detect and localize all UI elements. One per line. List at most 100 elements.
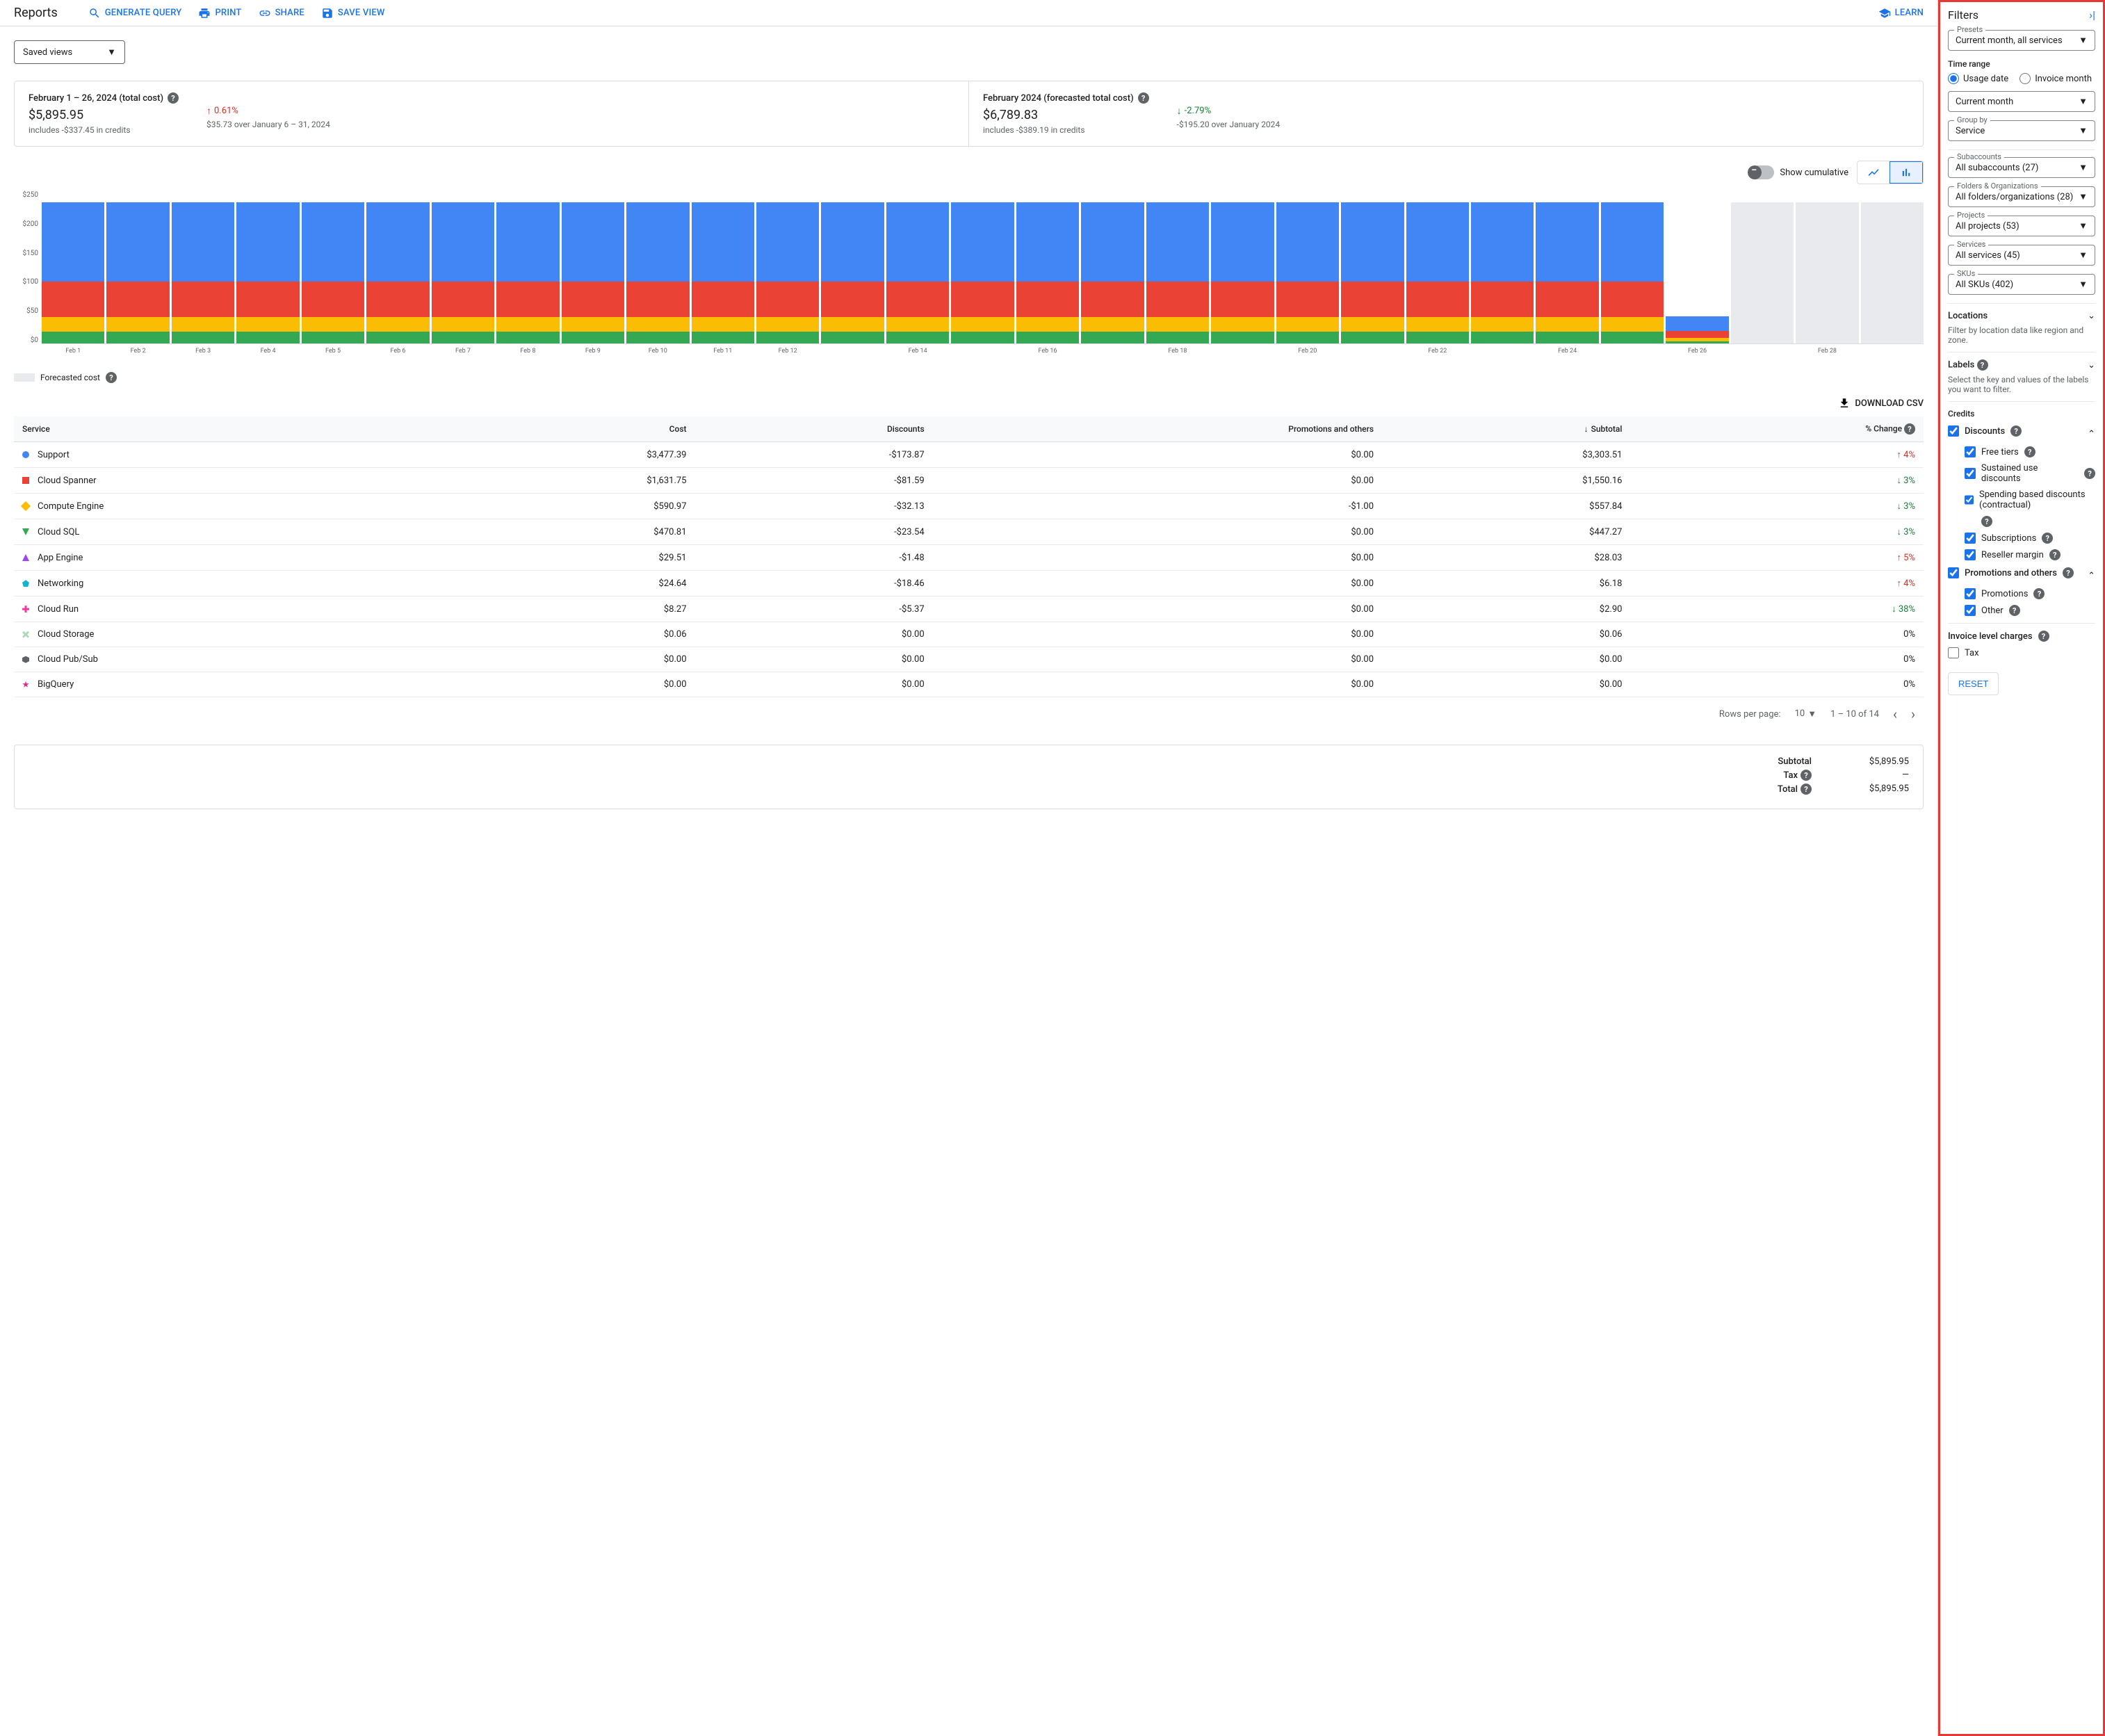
subscriptions-checkbox[interactable] (1965, 533, 1976, 544)
bar-group[interactable]: Feb 2 (106, 191, 169, 343)
bar-group[interactable] (1861, 191, 1924, 343)
discounts-checkbox[interactable] (1948, 425, 1959, 437)
table-header[interactable]: Service (14, 416, 446, 442)
bar-group[interactable] (1731, 191, 1794, 343)
promotions-section[interactable]: Promotions and others ? ⌃ (1948, 567, 2095, 584)
bar-group[interactable]: Feb 14 (886, 191, 949, 343)
help-icon[interactable]: ? (2009, 605, 2020, 616)
rows-per-page-select[interactable]: 10 ▼ (1795, 708, 1817, 720)
bar-group[interactable] (821, 191, 884, 343)
folders-select[interactable]: Folders & Organizations All folders/orga… (1948, 186, 2095, 207)
collapse-filters-icon[interactable]: ›| (2089, 8, 2095, 22)
bar-group[interactable]: Feb 3 (172, 191, 234, 343)
bar-group[interactable] (1341, 191, 1404, 343)
next-page-button[interactable]: › (1911, 706, 1915, 722)
table-row[interactable]: Cloud Storage$0.06$0.00$0.00$0.060% (14, 622, 1924, 647)
bar-group[interactable]: Feb 11 (692, 191, 754, 343)
bar-group[interactable] (1601, 191, 1664, 343)
help-icon[interactable]: ? (2049, 549, 2061, 560)
help-icon[interactable]: ? (1981, 516, 1992, 527)
bar-group[interactable]: Feb 28 (1796, 191, 1858, 343)
table-row[interactable]: Cloud Spanner$1,631.75-$81.59$0.00$1,550… (14, 468, 1924, 494)
bar-group[interactable]: Feb 12 (756, 191, 819, 343)
subaccounts-select[interactable]: Subaccounts All subaccounts (27)▼ (1948, 157, 2095, 178)
invoice-month-radio[interactable]: Invoice month (2019, 73, 2092, 84)
bar-group[interactable]: Feb 8 (496, 191, 559, 343)
discounts-section[interactable]: Discounts ? ⌃ (1948, 425, 2095, 442)
help-icon[interactable]: ? (2024, 446, 2035, 457)
table-row[interactable]: Cloud Run$8.27-$5.37$0.00$2.90↓ 38% (14, 597, 1924, 622)
table-row[interactable]: Cloud Pub/Sub$0.00$0.00$0.00$0.000% (14, 647, 1924, 672)
tax-checkbox[interactable] (1948, 647, 1959, 658)
help-icon[interactable]: ? (1801, 770, 1812, 781)
cumulative-toggle[interactable] (1749, 165, 1774, 179)
bar-group[interactable] (951, 191, 1014, 343)
share-button[interactable]: SHARE (259, 7, 304, 19)
bar-group[interactable]: Feb 7 (432, 191, 494, 343)
labels-section[interactable]: Labels ? ⌄ (1948, 359, 2095, 371)
line-chart-button[interactable] (1858, 161, 1889, 184)
bar-chart-button[interactable] (1889, 161, 1923, 184)
help-icon[interactable]: ? (2010, 425, 2022, 437)
help-icon[interactable]: ? (106, 372, 117, 383)
table-row[interactable]: Compute Engine$590.97-$32.13-$1.00$557.8… (14, 494, 1924, 519)
table-row[interactable]: Networking$24.64-$18.46$0.00$6.18↑ 4% (14, 571, 1924, 597)
reset-button[interactable]: RESET (1948, 672, 1999, 695)
usage-date-radio[interactable]: Usage date (1948, 73, 2008, 84)
table-header[interactable]: ↓Subtotal (1382, 416, 1630, 442)
bar-group[interactable]: Feb 1 (42, 191, 104, 343)
bar-group[interactable] (1471, 191, 1534, 343)
table-row[interactable]: BigQuery$0.00$0.00$0.00$0.000% (14, 672, 1924, 697)
help-icon[interactable]: ? (2042, 533, 2053, 544)
help-icon[interactable]: ? (1977, 359, 1988, 371)
bar-group[interactable]: Feb 20 (1276, 191, 1339, 343)
table-row[interactable]: Support$3,477.39-$173.87$0.00$3,303.51↑ … (14, 442, 1924, 468)
download-csv-button[interactable]: DOWNLOAD CSV (1838, 397, 1924, 409)
bar-group[interactable]: Feb 16 (1016, 191, 1079, 343)
help-icon[interactable]: ? (168, 92, 179, 104)
print-button[interactable]: PRINT (198, 7, 241, 19)
bar-group[interactable]: Feb 5 (302, 191, 364, 343)
save-view-button[interactable]: SAVE VIEW (321, 7, 385, 19)
bar-group[interactable]: Feb 24 (1536, 191, 1598, 343)
help-icon[interactable]: ? (2033, 588, 2045, 599)
table-header[interactable]: Cost (446, 416, 694, 442)
bar-group[interactable]: Feb 9 (562, 191, 624, 343)
bar-group[interactable] (1211, 191, 1274, 343)
help-icon[interactable]: ? (2084, 468, 2095, 479)
time-range-select[interactable]: Current month▼ (1948, 91, 2095, 112)
saved-views-dropdown[interactable]: Saved views ▼ (14, 40, 125, 64)
free-tiers-checkbox[interactable] (1965, 446, 1976, 457)
prev-page-button[interactable]: ‹ (1893, 706, 1897, 722)
bar-group[interactable] (1081, 191, 1144, 343)
help-icon[interactable]: ? (2063, 567, 2074, 578)
projects-select[interactable]: Projects All projects (53)▼ (1948, 216, 2095, 236)
bar-group[interactable]: Feb 22 (1406, 191, 1469, 343)
help-icon[interactable]: ? (1138, 92, 1149, 104)
sustained-checkbox[interactable] (1965, 468, 1976, 479)
help-icon[interactable]: ? (1904, 423, 1915, 435)
help-icon[interactable]: ? (2038, 631, 2049, 642)
bar-group[interactable]: Feb 4 (236, 191, 299, 343)
help-icon[interactable]: ? (1801, 784, 1812, 795)
table-row[interactable]: App Engine$29.51-$1.48$0.00$28.03↑ 5% (14, 545, 1924, 571)
table-header[interactable]: Promotions and others (933, 416, 1382, 442)
table-header[interactable]: Discounts (695, 416, 933, 442)
promotions-others-checkbox[interactable] (1948, 567, 1959, 578)
bar-group[interactable]: Feb 26 (1666, 191, 1728, 343)
spending-checkbox[interactable] (1965, 494, 1974, 505)
learn-button[interactable]: LEARN (1878, 7, 1924, 19)
generate-query-button[interactable]: GENERATE QUERY (88, 7, 182, 19)
bar-group[interactable]: Feb 10 (626, 191, 689, 343)
services-select[interactable]: Services All services (45)▼ (1948, 245, 2095, 266)
reseller-checkbox[interactable] (1965, 549, 1976, 560)
bar-group[interactable]: Feb 18 (1146, 191, 1209, 343)
other-checkbox[interactable] (1965, 605, 1976, 616)
skus-select[interactable]: SKUs All SKUs (402)▼ (1948, 274, 2095, 295)
bar-group[interactable]: Feb 6 (366, 191, 429, 343)
table-row[interactable]: Cloud SQL$470.81-$23.54$0.00$447.27↓ 3% (14, 519, 1924, 545)
presets-select[interactable]: Presets Current month, all services▼ (1948, 30, 2095, 51)
locations-section[interactable]: Locations ⌄ (1948, 311, 2095, 321)
promotions-checkbox[interactable] (1965, 588, 1976, 599)
table-header[interactable]: % Change ? (1630, 416, 1924, 442)
